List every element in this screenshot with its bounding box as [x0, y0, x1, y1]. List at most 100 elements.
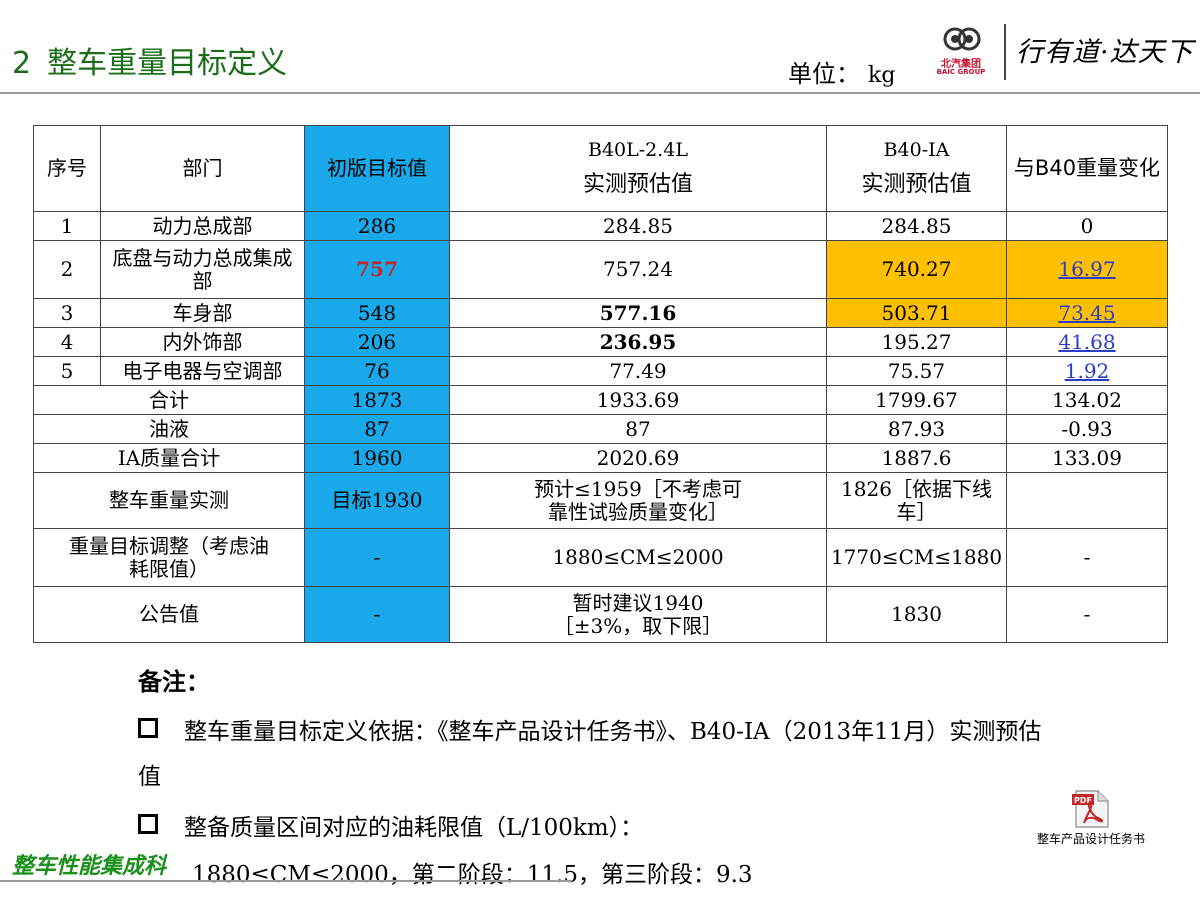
notice-b40ia: 1830	[826, 586, 1007, 643]
row4-seq: 4	[33, 327, 101, 357]
row1-dept: 动力总成部	[100, 211, 305, 241]
table-row-ia-total: IA质量合计 1960 2020.69 1887.6 133.09	[33, 443, 1168, 473]
measured-initial: 目标1930	[304, 472, 450, 529]
row2-initial: 757	[304, 240, 450, 299]
note-item-3: 1880≤CM≤2000，第二阶段：11.5，第三阶段：9.3	[192, 862, 753, 888]
oil-change: -0.93	[1006, 414, 1168, 444]
ia-total-b40l: 2020.69	[449, 443, 827, 473]
header-seq: 序号	[33, 125, 101, 212]
baic-rings-icon	[943, 27, 981, 51]
row3-seq: 3	[33, 298, 101, 328]
oil-label: 油液	[33, 414, 305, 444]
row2-b40ia: 740.27	[826, 240, 1007, 299]
table-row: 2 底盘与动力总成集成部 757 757.24 740.27 16.97	[33, 240, 1168, 299]
measured-b40ia: 1826［依据下线车］	[826, 472, 1007, 529]
ia-total-b40ia: 1887.6	[826, 443, 1007, 473]
ia-total-label: IA质量合计	[33, 443, 305, 473]
header-dept: 部门	[100, 125, 305, 212]
header-b40l-model: B40L-2.4L	[587, 138, 688, 161]
row4-b40l: 236.95	[449, 327, 827, 357]
table-row: 1 动力总成部 286 284.85 284.85 0	[33, 211, 1168, 241]
adjust-b40ia: 1770≤CM≤1880	[826, 528, 1007, 587]
logo-en-text: BAIC GROUP	[936, 68, 986, 76]
header-divider	[1004, 24, 1006, 80]
notice-b40l-line1: 暂时建议1940	[572, 590, 704, 615]
row4-dept: 内外饰部	[100, 327, 305, 357]
baic-logo: 北汽集团 BAIC GROUP	[930, 26, 992, 82]
section-title: 整车重量目标定义	[47, 46, 288, 81]
pdf-attachment-icon[interactable]: PDF	[1072, 789, 1110, 829]
adjust-b40l: 1880≤CM≤2000	[449, 528, 827, 587]
total-b40l: 1933.69	[449, 385, 827, 415]
footer-brand: 整车性能集成科	[12, 854, 167, 879]
notice-b40l: 暂时建议1940 ［±3%，取下限］	[449, 586, 827, 643]
table-row: 4 内外饰部 206 236.95 195.27 41.68	[33, 327, 1168, 357]
unit-label-text: 单位：	[788, 60, 860, 88]
oil-initial: 87	[304, 414, 450, 444]
checkbox-bullet-icon	[138, 814, 158, 834]
total-label: 合计	[33, 385, 305, 415]
notice-b40l-line2: ［±3%，取下限］	[553, 613, 723, 638]
oil-b40l: 87	[449, 414, 827, 444]
row1-change: 0	[1006, 211, 1168, 241]
row4-change: 41.68	[1006, 327, 1168, 357]
adjust-change: -	[1006, 528, 1168, 587]
table-row: 3 车身部 548 577.16 503.71 73.45	[33, 298, 1168, 328]
weight-target-table: 序号 部门 初版目标值 B40L-2.4L 实测预估值 B40-IA 实测预估值…	[33, 125, 1168, 643]
unit-value: kg	[868, 63, 896, 88]
row3-b40l: 577.16	[449, 298, 827, 328]
slogan: 行有道·达天下	[1016, 37, 1194, 68]
measured-change	[1006, 472, 1168, 529]
row4-initial: 206	[304, 327, 450, 357]
measured-b40l: 预计≤1959［不考虑可靠性试验质量变化］	[449, 472, 827, 529]
header-b40ia: B40-IA 实测预估值	[826, 125, 1007, 212]
row3-b40ia: 503.71	[826, 298, 1007, 328]
oil-b40ia: 87.93	[826, 414, 1007, 444]
header-change: 与B40重量变化	[1006, 125, 1168, 212]
row2-change-link[interactable]: 16.97	[1058, 257, 1116, 281]
header-initial-target: 初版目标值	[304, 125, 450, 212]
row1-b40ia: 284.85	[826, 211, 1007, 241]
total-change: 134.02	[1006, 385, 1168, 415]
measured-label: 整车重量实测	[33, 472, 305, 529]
notice-initial: -	[304, 586, 450, 643]
row2-initial-value: 757	[356, 257, 398, 281]
row5-b40ia: 75.57	[826, 356, 1007, 386]
note-item-1: 整车重量目标定义依据：《整车产品设计任务书》、B40-IA（2013年11月）实…	[138, 712, 1041, 746]
row3-dept: 车身部	[100, 298, 305, 328]
note-item-1-text: 整车重量目标定义依据：《整车产品设计任务书》、B40-IA（2013年11月）实…	[184, 719, 1042, 745]
total-b40ia: 1799.67	[826, 385, 1007, 415]
header-b40l: B40L-2.4L 实测预估值	[449, 125, 827, 212]
row2-change: 16.97	[1006, 240, 1168, 299]
pdf-attachment-label[interactable]: 整车产品设计任务书	[1036, 832, 1145, 846]
row5-change-link[interactable]: 1.92	[1064, 358, 1110, 383]
table-row-measured: 整车重量实测 目标1930 预计≤1959［不考虑可靠性试验质量变化］ 1826…	[33, 472, 1168, 529]
table-row-oil: 油液 87 87 87.93 -0.93	[33, 414, 1168, 444]
section-number: 2	[12, 46, 32, 81]
row1-initial: 286	[304, 211, 450, 241]
checkbox-bullet-icon	[138, 718, 158, 738]
header-b40ia-model: B40-IA	[883, 138, 950, 161]
header-b40l-estimate: 实测预估值	[582, 171, 693, 197]
row4-change-link[interactable]: 41.68	[1058, 329, 1116, 354]
row5-dept: 电子电器与空调部	[100, 356, 305, 386]
table-header-row: 序号 部门 初版目标值 B40L-2.4L 实测预估值 B40-IA 实测预估值…	[33, 125, 1168, 212]
unit-label: 单位： kg	[788, 54, 895, 89]
row2-seq: 2	[33, 240, 101, 299]
row4-b40ia: 195.27	[826, 327, 1007, 357]
note-item-2-text: 整备质量区间对应的油耗限值（L/100km）：	[184, 815, 644, 841]
notice-label: 公告值	[33, 586, 305, 643]
pdf-badge-text: PDF	[1074, 796, 1092, 805]
row5-change: 1.92	[1006, 356, 1168, 386]
total-initial: 1873	[304, 385, 450, 415]
ia-total-initial: 1960	[304, 443, 450, 473]
row2-b40l: 757.24	[449, 240, 827, 299]
row2-dept: 底盘与动力总成集成部	[100, 240, 305, 299]
note-item-1-continuation: 值	[138, 764, 161, 790]
ia-total-change: 133.09	[1006, 443, 1168, 473]
note-item-2: 整备质量区间对应的油耗限值（L/100km）：	[138, 808, 643, 842]
row3-change-link[interactable]: 73.45	[1058, 300, 1116, 325]
table-row-adjust: 重量目标调整（考虑油耗限值） - 1880≤CM≤2000 1770≤CM≤18…	[33, 528, 1168, 587]
table-row-notice: 公告值 - 暂时建议1940 ［±3%，取下限］ 1830 -	[33, 586, 1168, 643]
logo-cn-text: 北汽集团	[941, 59, 981, 70]
